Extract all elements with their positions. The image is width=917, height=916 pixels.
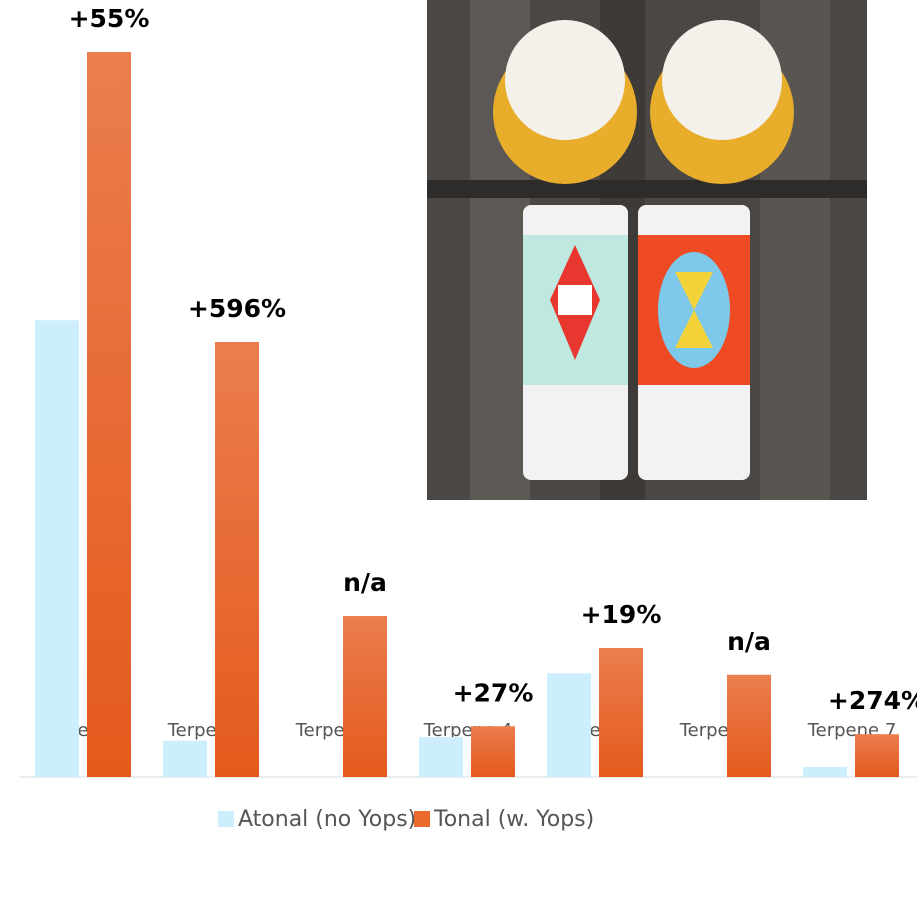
bar <box>547 673 591 777</box>
bar <box>471 726 515 777</box>
change-label: +274% <box>828 686 917 715</box>
change-label: n/a <box>727 627 771 656</box>
bar <box>87 52 131 777</box>
bar <box>343 616 387 777</box>
change-label: +55% <box>69 4 150 33</box>
change-label: +596% <box>188 294 286 323</box>
change-label: n/a <box>343 568 387 597</box>
bar <box>419 737 463 777</box>
bar <box>35 320 79 777</box>
legend-label: Atonal (no Yops) <box>238 807 416 832</box>
change-label: +27% <box>453 678 534 707</box>
bar <box>599 647 643 777</box>
bar <box>855 734 899 777</box>
photo <box>427 0 867 500</box>
bar <box>163 740 207 777</box>
legend-label: Tonal (w. Yops) <box>433 807 594 832</box>
legend-swatch <box>218 811 234 827</box>
bar <box>803 766 847 777</box>
bar <box>215 342 259 777</box>
change-label: +19% <box>581 600 662 629</box>
legend-swatch <box>414 811 430 827</box>
bar <box>727 674 771 777</box>
